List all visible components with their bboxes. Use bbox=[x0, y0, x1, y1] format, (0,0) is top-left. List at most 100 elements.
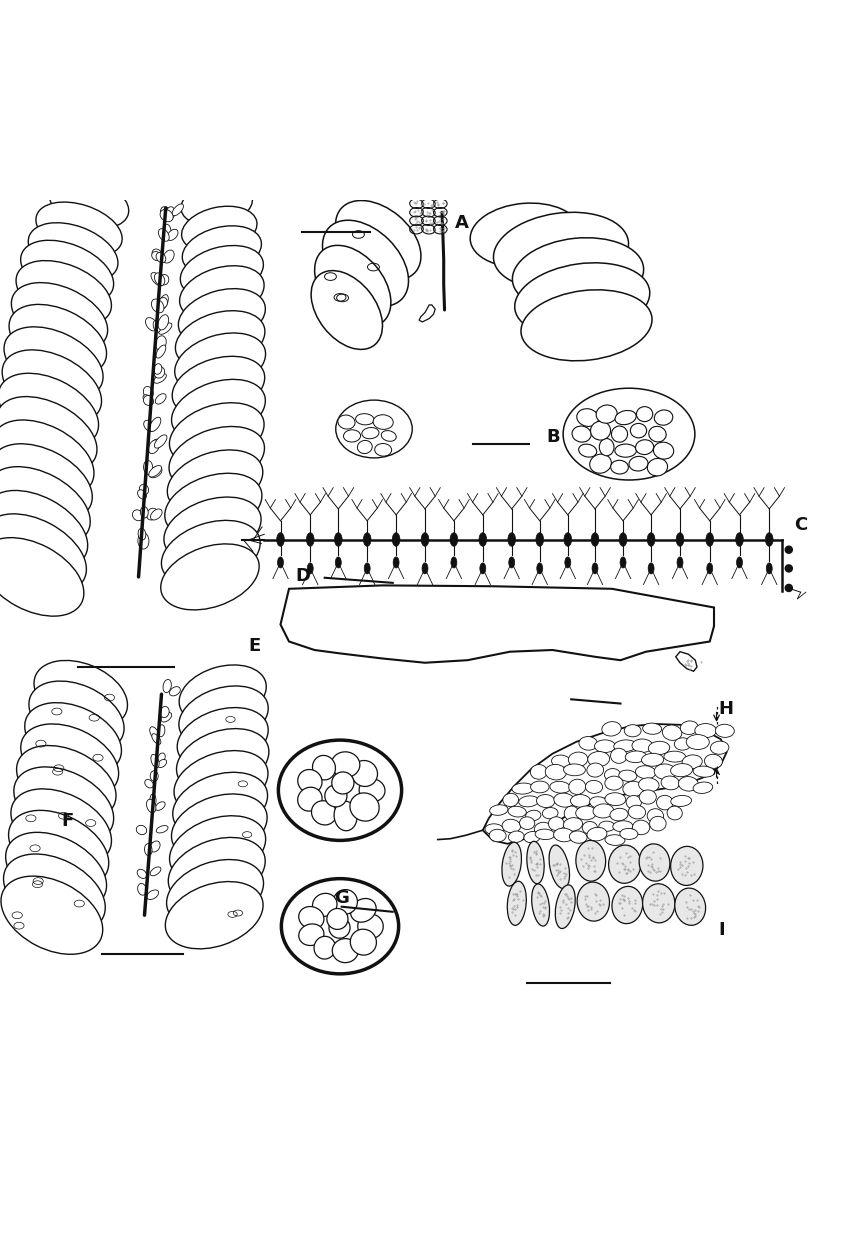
Ellipse shape bbox=[686, 734, 709, 749]
Ellipse shape bbox=[521, 290, 652, 361]
Ellipse shape bbox=[490, 804, 508, 816]
Ellipse shape bbox=[17, 746, 116, 819]
Ellipse shape bbox=[536, 794, 555, 808]
Ellipse shape bbox=[173, 772, 268, 837]
Ellipse shape bbox=[336, 400, 412, 458]
Ellipse shape bbox=[152, 249, 162, 259]
Ellipse shape bbox=[150, 510, 162, 520]
Ellipse shape bbox=[179, 266, 264, 320]
Ellipse shape bbox=[671, 763, 693, 777]
Ellipse shape bbox=[636, 440, 654, 455]
Ellipse shape bbox=[591, 421, 610, 440]
Ellipse shape bbox=[605, 793, 626, 806]
Ellipse shape bbox=[639, 789, 656, 804]
Ellipse shape bbox=[647, 808, 664, 823]
Ellipse shape bbox=[8, 811, 109, 888]
Ellipse shape bbox=[736, 557, 743, 568]
Ellipse shape bbox=[3, 854, 105, 932]
Ellipse shape bbox=[173, 356, 264, 417]
Ellipse shape bbox=[615, 411, 636, 425]
Ellipse shape bbox=[3, 350, 101, 423]
Ellipse shape bbox=[0, 443, 93, 520]
Ellipse shape bbox=[613, 821, 633, 832]
Ellipse shape bbox=[140, 507, 148, 518]
Ellipse shape bbox=[36, 202, 122, 256]
Ellipse shape bbox=[149, 466, 162, 477]
Ellipse shape bbox=[648, 563, 654, 575]
Ellipse shape bbox=[716, 724, 734, 737]
Ellipse shape bbox=[174, 751, 268, 814]
Ellipse shape bbox=[337, 415, 355, 430]
Ellipse shape bbox=[594, 739, 615, 752]
Ellipse shape bbox=[143, 395, 153, 405]
Ellipse shape bbox=[364, 563, 371, 575]
Ellipse shape bbox=[169, 426, 264, 490]
Ellipse shape bbox=[545, 764, 566, 779]
Ellipse shape bbox=[166, 882, 263, 949]
Ellipse shape bbox=[654, 764, 677, 779]
Ellipse shape bbox=[554, 793, 575, 807]
Ellipse shape bbox=[281, 878, 399, 974]
Polygon shape bbox=[419, 305, 435, 322]
Ellipse shape bbox=[151, 754, 159, 768]
Ellipse shape bbox=[507, 533, 515, 546]
Ellipse shape bbox=[327, 908, 348, 929]
Ellipse shape bbox=[373, 415, 394, 430]
Ellipse shape bbox=[485, 824, 503, 834]
Ellipse shape bbox=[502, 819, 520, 833]
Ellipse shape bbox=[626, 796, 642, 809]
Ellipse shape bbox=[16, 261, 111, 326]
Ellipse shape bbox=[362, 427, 379, 438]
Ellipse shape bbox=[530, 781, 549, 793]
Ellipse shape bbox=[479, 533, 486, 546]
Text: A: A bbox=[455, 214, 468, 232]
Ellipse shape bbox=[0, 467, 90, 545]
Circle shape bbox=[785, 546, 793, 555]
Ellipse shape bbox=[178, 686, 269, 747]
Ellipse shape bbox=[598, 821, 615, 832]
Ellipse shape bbox=[765, 533, 774, 546]
Ellipse shape bbox=[610, 748, 627, 763]
Ellipse shape bbox=[25, 703, 122, 774]
Ellipse shape bbox=[620, 828, 638, 839]
Ellipse shape bbox=[648, 533, 655, 546]
Ellipse shape bbox=[564, 764, 586, 776]
Ellipse shape bbox=[494, 212, 628, 289]
Ellipse shape bbox=[156, 345, 166, 358]
Ellipse shape bbox=[602, 722, 621, 736]
Ellipse shape bbox=[593, 804, 614, 818]
Ellipse shape bbox=[632, 821, 649, 834]
Ellipse shape bbox=[162, 712, 172, 722]
Ellipse shape bbox=[450, 557, 457, 568]
Ellipse shape bbox=[156, 393, 166, 405]
Ellipse shape bbox=[572, 426, 591, 442]
Ellipse shape bbox=[649, 741, 670, 754]
Ellipse shape bbox=[512, 783, 534, 794]
Ellipse shape bbox=[150, 794, 156, 807]
Ellipse shape bbox=[329, 917, 350, 938]
Ellipse shape bbox=[180, 246, 264, 299]
Ellipse shape bbox=[50, 179, 128, 229]
Ellipse shape bbox=[693, 782, 712, 793]
Ellipse shape bbox=[639, 844, 670, 881]
Text: I: I bbox=[718, 921, 725, 939]
Ellipse shape bbox=[0, 513, 87, 592]
Ellipse shape bbox=[138, 528, 146, 540]
Ellipse shape bbox=[706, 533, 714, 546]
Ellipse shape bbox=[706, 563, 712, 575]
Ellipse shape bbox=[682, 754, 702, 768]
Ellipse shape bbox=[596, 405, 617, 423]
Ellipse shape bbox=[154, 373, 167, 383]
Ellipse shape bbox=[527, 842, 544, 884]
Ellipse shape bbox=[570, 794, 591, 807]
Ellipse shape bbox=[175, 311, 265, 368]
Ellipse shape bbox=[169, 402, 264, 466]
Ellipse shape bbox=[674, 738, 691, 751]
Ellipse shape bbox=[144, 461, 153, 475]
Ellipse shape bbox=[150, 727, 159, 739]
Ellipse shape bbox=[590, 455, 611, 473]
Ellipse shape bbox=[513, 237, 643, 311]
Ellipse shape bbox=[298, 907, 324, 929]
Ellipse shape bbox=[623, 782, 643, 797]
Circle shape bbox=[785, 565, 793, 572]
